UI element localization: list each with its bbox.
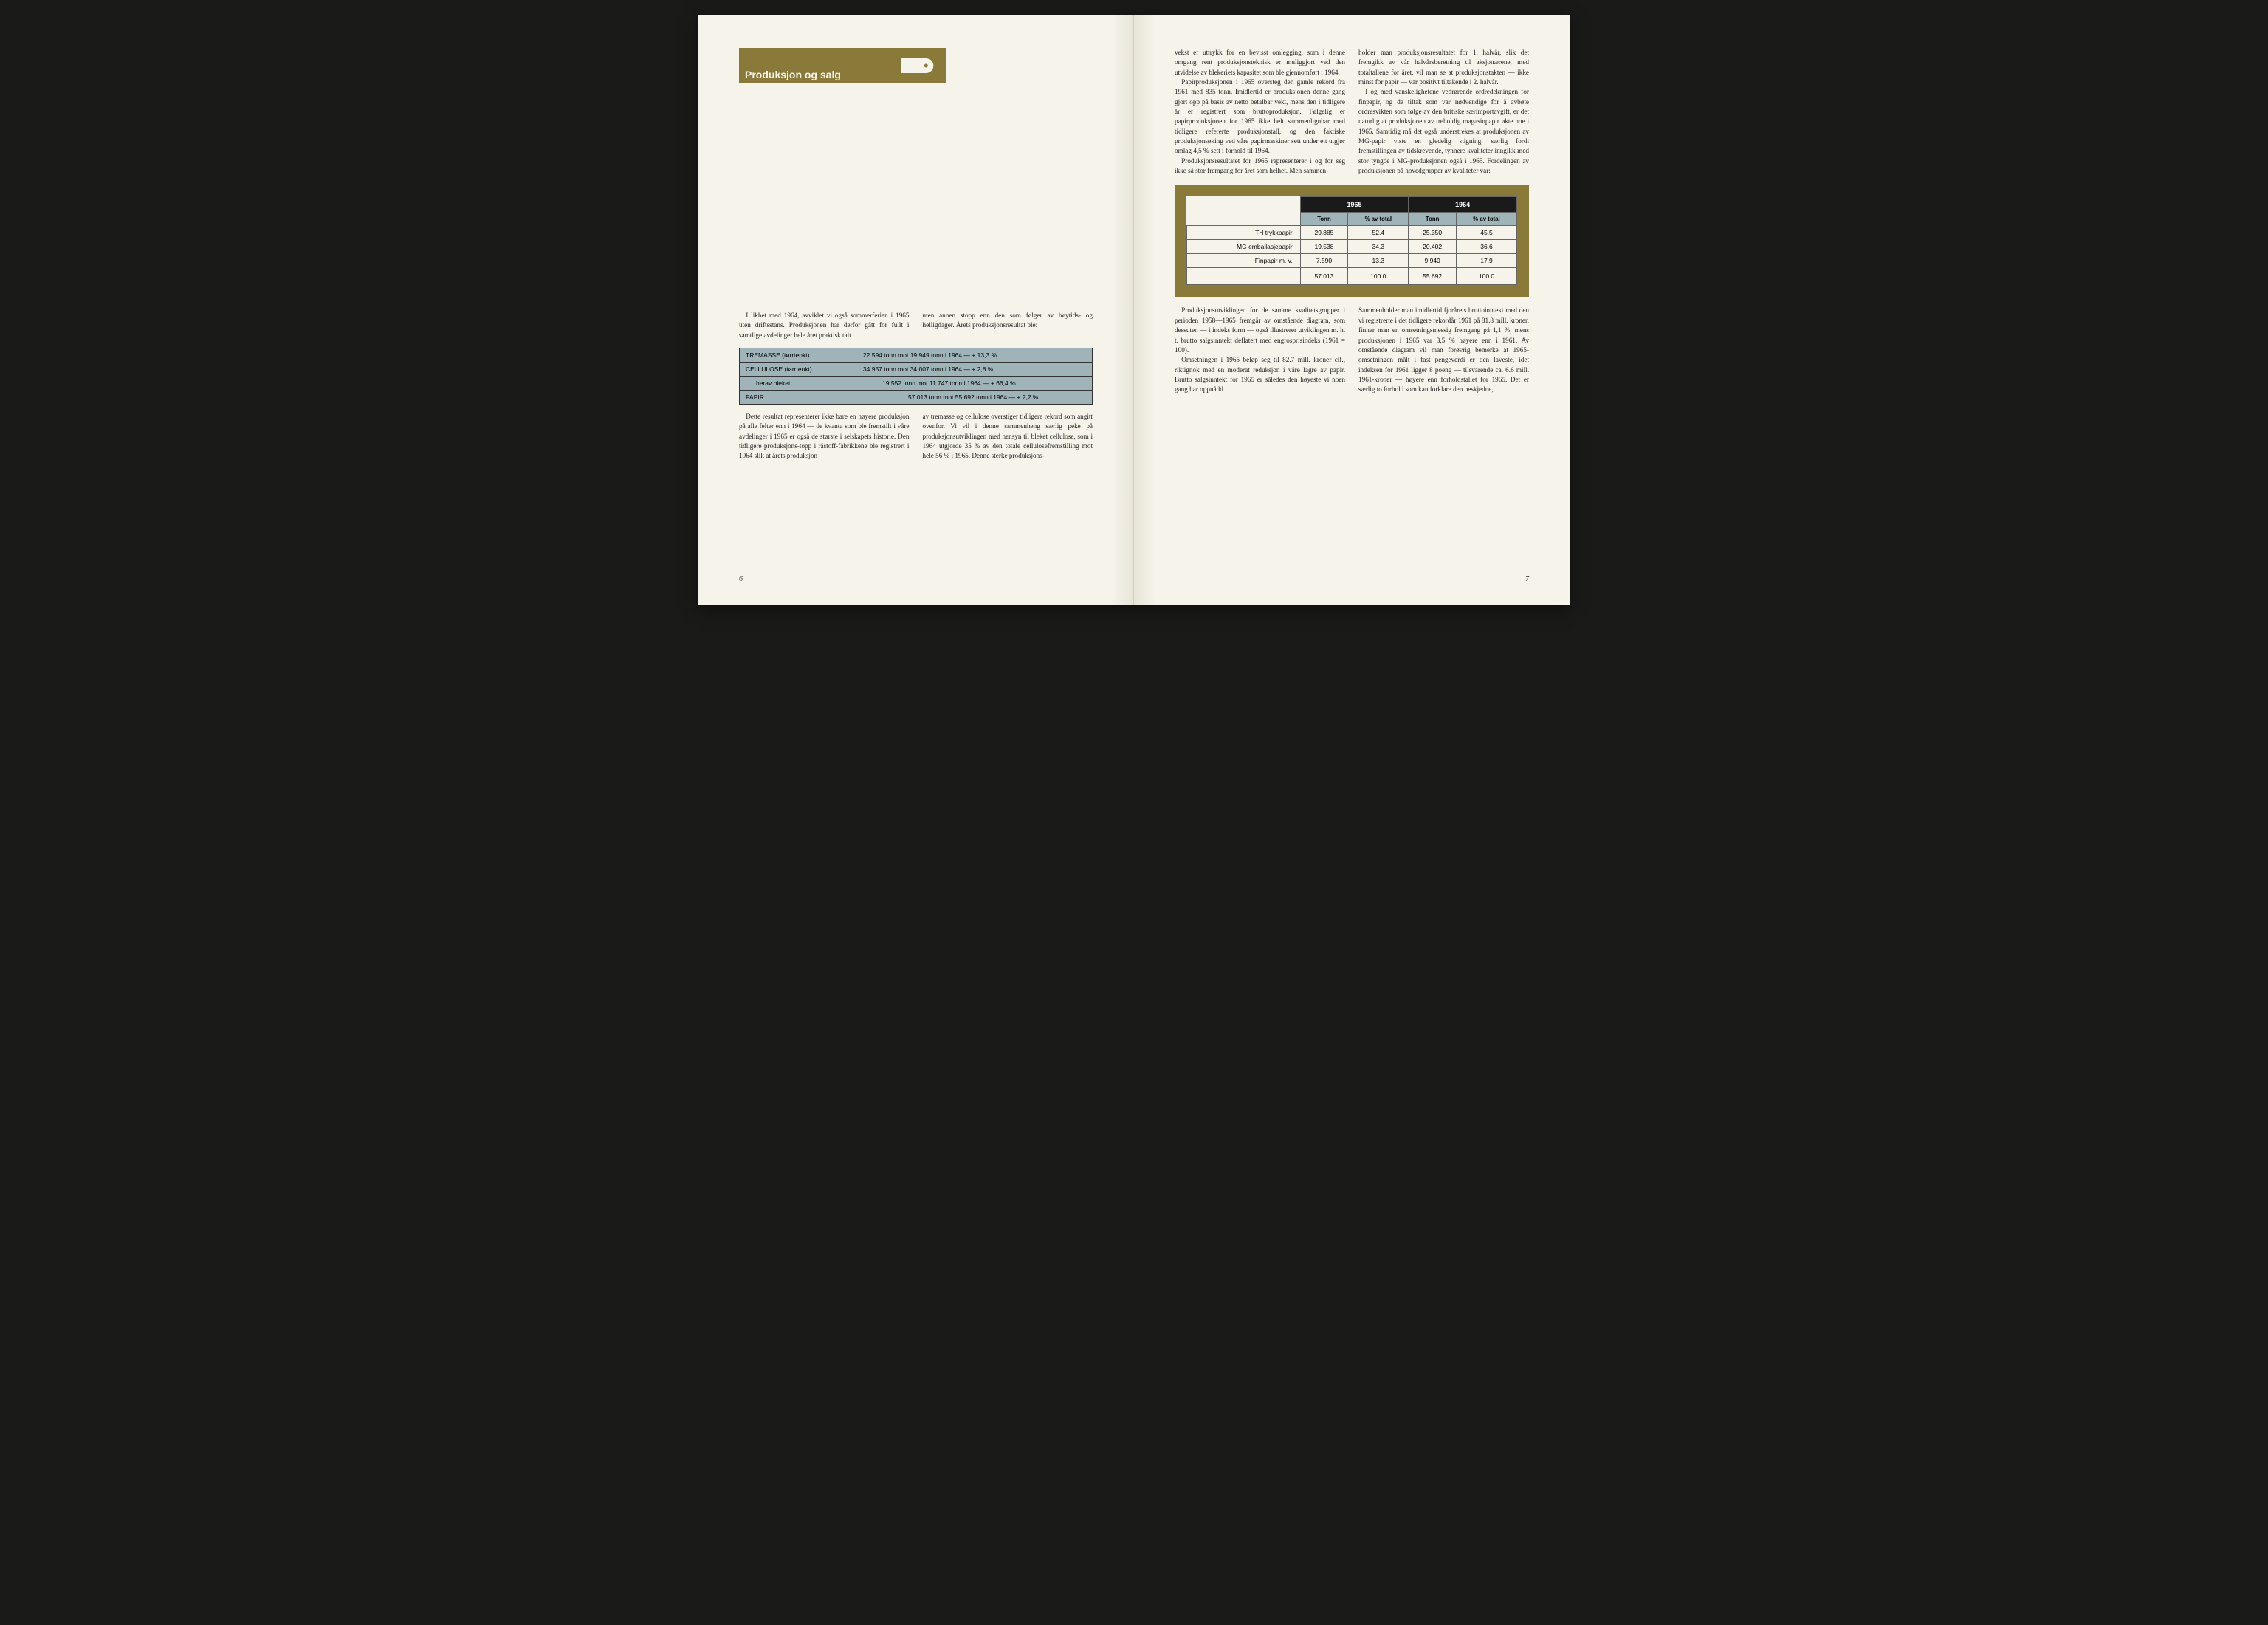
- cell: 52.4: [1348, 226, 1409, 240]
- table-row: Finpapir m. v.7.59013.39.94017.9: [1187, 254, 1517, 268]
- st-value: 57.013 tonn mot 55.692 tonn i 1964 — + 2…: [908, 394, 1086, 401]
- top-col1-p1: vekst er uttrykk for en bevisst omleggin…: [1175, 48, 1345, 78]
- year-header: 1965: [1300, 197, 1409, 213]
- cell: 20.402: [1409, 240, 1457, 254]
- table-row: MG emballasjepapir19.53834.320.40236.6: [1187, 240, 1517, 254]
- after-col1: Dette resultat representerer ikke bare e…: [739, 412, 910, 461]
- sub-header: % av total: [1457, 213, 1517, 226]
- top-col1-p2: Papirproduksjonen i 1965 oversteg den ga…: [1175, 78, 1345, 157]
- bottom-col1-p2: Omsetningen i 1965 beløp seg til 82.7 mi…: [1175, 355, 1345, 394]
- bottom-col2: Sammenholder man imidlertid fjorårets br…: [1358, 306, 1529, 394]
- st-label: herav bleket: [746, 379, 834, 387]
- bottom-col1-p1: Produksjonsutviklingen for de samme kval…: [1175, 306, 1345, 355]
- st-value: 22.594 tonn mot 19.949 tonn i 1964 — + 1…: [863, 351, 1086, 359]
- intro-col2: uten annen stopp enn den som følger av h…: [923, 311, 1093, 340]
- bottom-col2-p1: Sammenholder man imidlertid fjorårets br…: [1358, 306, 1529, 394]
- small-table-row: PAPIR......................57.013 tonn m…: [740, 391, 1092, 404]
- cell: 9.940: [1409, 254, 1457, 268]
- row-label: MG emballasjepapir: [1187, 240, 1301, 254]
- small-table-row: TREMASSE (tørrtenkt)........22.594 tonn …: [740, 348, 1092, 363]
- cell: 57.013: [1300, 268, 1348, 285]
- left-page: Produksjon og salg I likhet med 1964, av…: [698, 15, 1134, 605]
- top-col2-p2: I og med vanskelighetene vedrørende ordr…: [1358, 87, 1529, 176]
- top-col1: vekst er uttrykk for en bevisst omleggin…: [1175, 48, 1345, 176]
- top-text-block: vekst er uttrykk for en bevisst omleggin…: [1175, 48, 1529, 176]
- row-label: TH trykkpapir: [1187, 226, 1301, 240]
- st-dots: ......................: [834, 394, 905, 401]
- cell: 25.350: [1409, 226, 1457, 240]
- cell: 100.0: [1457, 268, 1517, 285]
- right-page: vekst er uttrykk for en bevisst omleggin…: [1134, 15, 1570, 605]
- st-label: PAPIR: [746, 394, 834, 401]
- intro-paragraph: I likhet med 1964, avviklet vi også somm…: [739, 311, 1093, 340]
- st-dots: ........: [834, 351, 860, 359]
- cell: 13.3: [1348, 254, 1409, 268]
- intro-col1: I likhet med 1964, avviklet vi også somm…: [739, 311, 910, 340]
- cell: 34.3: [1348, 240, 1409, 254]
- paper-roll-icon: [901, 52, 938, 79]
- row-label: Finpapir m. v.: [1187, 254, 1301, 268]
- sub-header: % av total: [1348, 213, 1409, 226]
- section-title: Produksjon og salg: [745, 69, 841, 80]
- small-table-row: herav bleket..............19.552 tonn mo…: [740, 377, 1092, 391]
- cell: 17.9: [1457, 254, 1517, 268]
- cell: 29.885: [1300, 226, 1348, 240]
- st-dots: ........: [834, 365, 860, 373]
- st-value: 34.957 tonn mot 34.007 tonn i 1964 — + 2…: [863, 365, 1086, 373]
- book-spread: Produksjon og salg I likhet med 1964, av…: [698, 15, 1570, 605]
- after-paragraph: Dette resultat representerer ikke bare e…: [739, 412, 1093, 461]
- top-col2: holder man produksjonsresultatet for 1. …: [1358, 48, 1529, 176]
- cell: 7.590: [1300, 254, 1348, 268]
- row-label: [1187, 268, 1301, 285]
- after-col2: av tremasse og cellulose overstiger tidl…: [923, 412, 1093, 461]
- st-label: TREMASSE (tørrtenkt): [746, 351, 834, 359]
- bottom-col1: Produksjonsutviklingen for de samme kval…: [1175, 306, 1345, 394]
- st-value: 19.552 tonn mot 11.747 tonn i 1964 — + 6…: [882, 379, 1086, 387]
- sub-header: Tonn: [1300, 213, 1348, 226]
- st-label: CELLULOSE (tørrtenkt): [746, 365, 834, 373]
- sub-header: Tonn: [1409, 213, 1457, 226]
- blank-space: [739, 89, 1093, 311]
- page-number-left: 6: [739, 575, 743, 583]
- cell: 36.6: [1457, 240, 1517, 254]
- total-row: 57.013100.055.692100.0: [1187, 268, 1517, 285]
- qualities-table-frame: 19651964Tonn% av totalTonn% av totalTH t…: [1175, 185, 1529, 297]
- year-header: 1964: [1409, 197, 1517, 213]
- top-col2-p1: holder man produksjonsresultatet for 1. …: [1358, 48, 1529, 87]
- top-col1-p3: Produksjonsresultatet for 1965 represent…: [1175, 157, 1345, 176]
- st-dots: ..............: [834, 379, 879, 387]
- cell: 55.692: [1409, 268, 1457, 285]
- bottom-text-block: Produksjonsutviklingen for de samme kval…: [1175, 306, 1529, 394]
- table-row: TH trykkpapir29.88552.425.35045.5: [1187, 226, 1517, 240]
- cell: 45.5: [1457, 226, 1517, 240]
- cell: 19.538: [1300, 240, 1348, 254]
- production-results-table: TREMASSE (tørrtenkt)........22.594 tonn …: [739, 348, 1093, 405]
- cell: 100.0: [1348, 268, 1409, 285]
- qualities-table: 19651964Tonn% av totalTonn% av totalTH t…: [1186, 196, 1517, 285]
- section-header: Produksjon og salg: [739, 48, 946, 83]
- table-corner: [1187, 197, 1301, 226]
- page-number-right: 7: [1525, 575, 1529, 583]
- small-table-row: CELLULOSE (tørrtenkt)........34.957 tonn…: [740, 363, 1092, 377]
